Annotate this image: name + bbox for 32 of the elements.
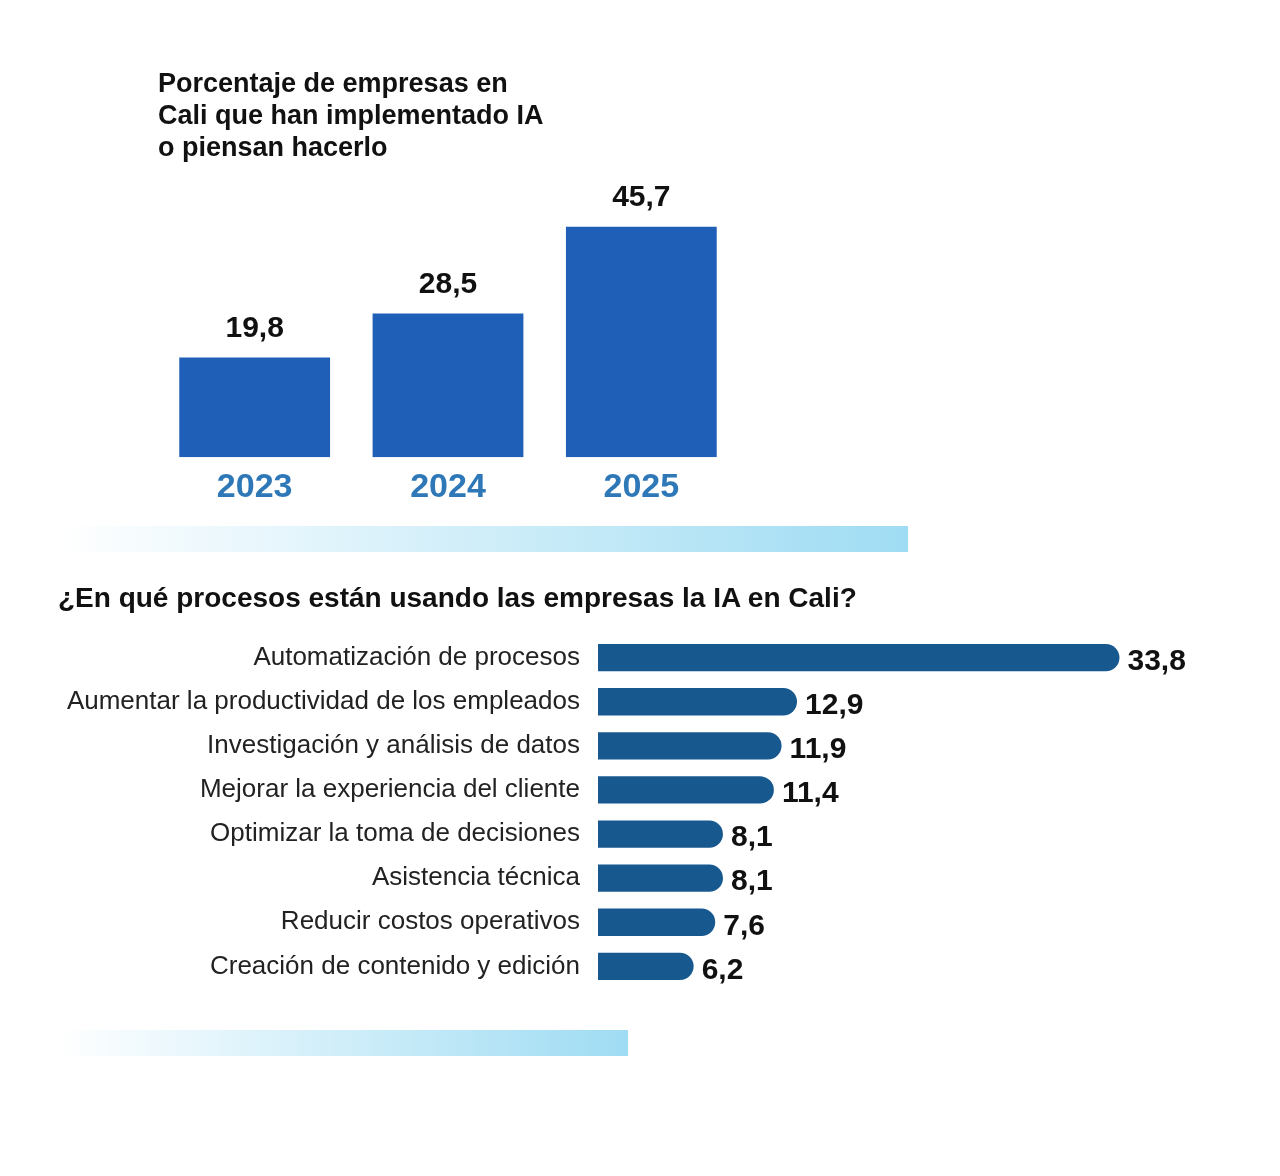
x-tick-label: 2024 [410, 465, 486, 504]
data-label: 8,1 [730, 863, 773, 897]
y-tick-label: Automatización de procesos [253, 640, 580, 671]
data-label: 8,1 [730, 819, 773, 853]
data-label: 12,9 [805, 687, 864, 721]
data-label: 33,8 [1127, 642, 1186, 676]
bar [598, 732, 782, 760]
chart-title: Porcentaje de empresas en Cali que han implementado IA o piensan hacerlo [158, 67, 544, 163]
bar [598, 952, 694, 981]
y-tick-label: Aumentar la productividad de los empleados [66, 684, 580, 715]
y-tick-label: Creación de contenido y edición [209, 949, 580, 980]
x-tick-label: 2023 [216, 465, 293, 504]
y-tick-label: Investigación y análisis de datos [207, 729, 580, 760]
y-tick-label: Optimizar la toma de decisiones [210, 817, 580, 848]
bar [598, 820, 723, 848]
chart-title: ¿En qué procesos están usando las empresas la IA en Cali? [58, 581, 857, 613]
y-tick-label: Reducir costos operativos [280, 905, 580, 936]
bar [598, 688, 798, 716]
data-label: 6,2 [701, 951, 744, 985]
data-label: 28,5 [418, 265, 478, 299]
bar [598, 776, 774, 804]
data-label: 19,8 [225, 309, 284, 343]
data-label: 45,7 [612, 179, 671, 213]
y-tick-label: Asistencia técnica [371, 861, 581, 892]
bar [598, 864, 723, 892]
y-tick-label: Mejorar la experiencia del cliente [199, 773, 580, 804]
data-label: 11,9 [789, 731, 847, 765]
bar [598, 908, 716, 936]
data-label: 11,4 [781, 775, 839, 809]
data-label: 7,6 [723, 907, 765, 941]
x-tick-label: 2025 [603, 465, 680, 504]
bar [598, 643, 1120, 672]
